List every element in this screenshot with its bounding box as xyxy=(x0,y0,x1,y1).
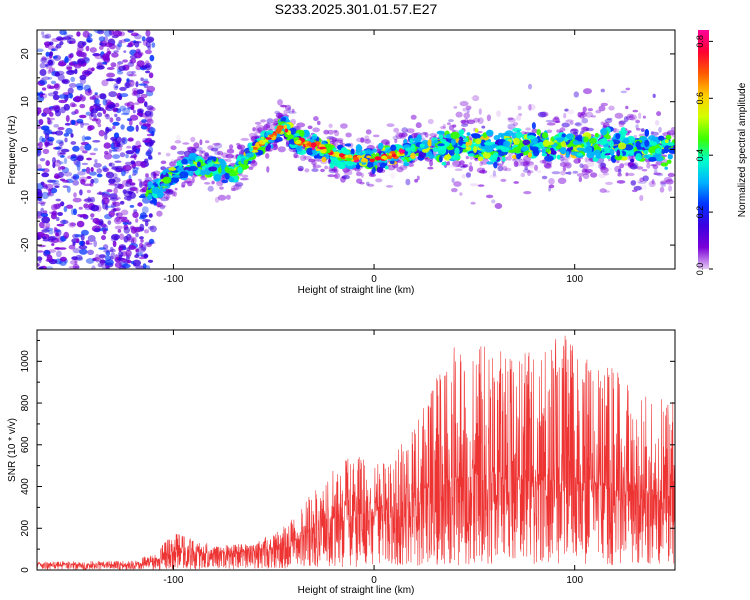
colorbar-tick-label: 0.6 xyxy=(695,92,705,105)
snr-y-label: SNR (10 * v/v) xyxy=(7,418,18,482)
spectrogram-y-tick-label: 20 xyxy=(20,48,31,60)
snr-y-tick-label: 600 xyxy=(20,436,31,453)
spectrogram-x-tick-label: 0 xyxy=(371,274,377,285)
colorbar: 0.0 0.2 0.4 0.6 0.8 Normalized spectral ampl… xyxy=(695,30,748,275)
spectrogram-x-tick-label: 100 xyxy=(566,274,583,285)
snr-frame xyxy=(36,329,676,571)
spectrogram-cloud xyxy=(37,30,675,269)
colorbar-tick-label: 0.4 xyxy=(695,149,705,162)
spectrogram-y-tick-label: 0 xyxy=(20,146,31,152)
spectrogram-y-label: Frequency (Hz) xyxy=(7,116,18,185)
colorbar-tick-label: 0.2 xyxy=(695,206,705,219)
snr-x-label: Height of straight line (km) xyxy=(298,585,415,596)
spectrogram-x-tick-label: -100 xyxy=(163,274,183,285)
snr-y-tick-label: 800 xyxy=(20,394,31,411)
spectrogram-y-tick-label: -20 xyxy=(20,237,31,252)
spectrogram-y-tick-label: 10 xyxy=(20,96,31,108)
colorbar-ticks: 0.0 0.2 0.4 0.6 0.8 xyxy=(695,35,713,275)
spectrogram-y-tick-label: -10 xyxy=(20,190,31,205)
snr-y-tick-label: 400 xyxy=(20,478,31,495)
colorbar-tick-label: 0.0 xyxy=(695,263,705,276)
snr-y-tick-label: 200 xyxy=(20,519,31,536)
snr-y-tick-label: 0 xyxy=(20,567,31,573)
colorbar-tick-label: 0.8 xyxy=(695,35,705,48)
snr-series-line xyxy=(37,335,675,570)
spectrogram-x-label: Height of straight line (km) xyxy=(298,285,415,296)
colorbar-gradient xyxy=(698,30,709,269)
snr-x-tick-label: 100 xyxy=(566,575,583,586)
snr-x-tick-label: -100 xyxy=(163,575,183,586)
figure-title: S233.2025.301.01.57.E27 xyxy=(275,1,438,17)
snr-y-tick-label: 1000 xyxy=(20,350,31,373)
snr-x-tick-label: 0 xyxy=(371,575,377,586)
colorbar-label: Normalized spectral amplitude xyxy=(737,82,748,217)
